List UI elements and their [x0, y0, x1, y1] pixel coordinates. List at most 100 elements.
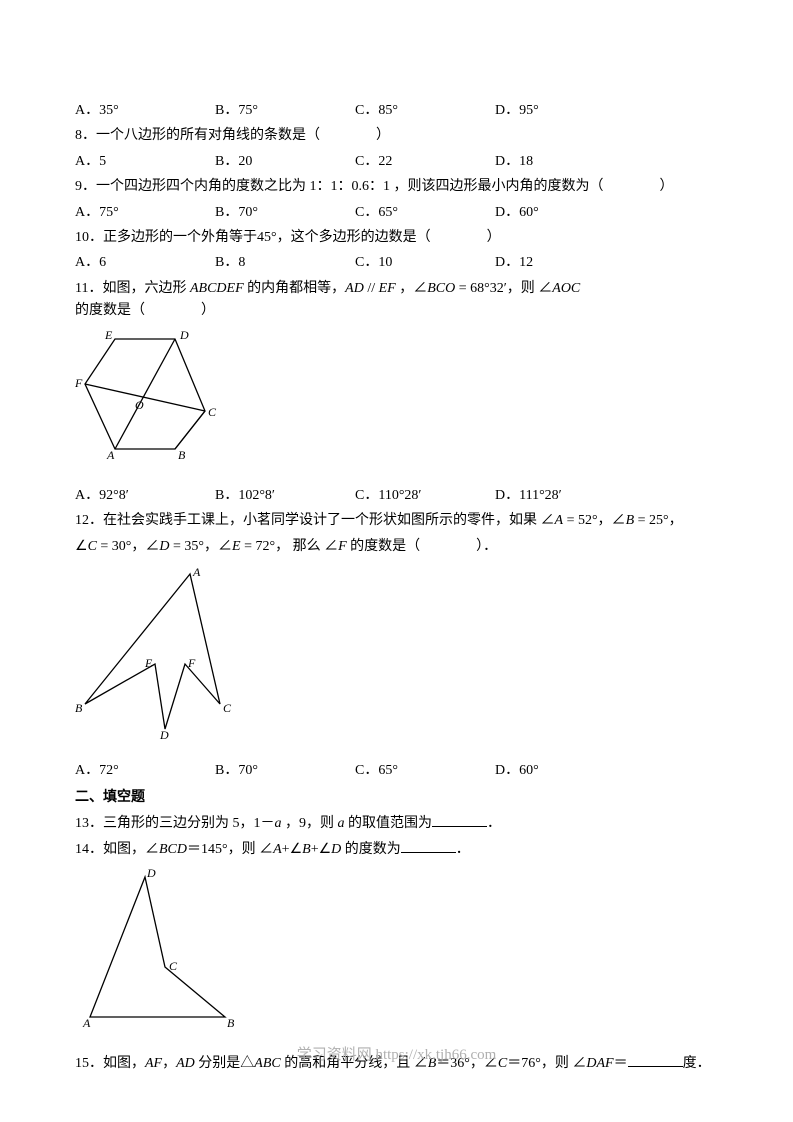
- q12-f: F: [338, 539, 347, 554]
- q13-post: 的取值范围为: [345, 816, 433, 831]
- q8-option-a: A．5: [75, 151, 215, 173]
- svg-text:D: D: [146, 867, 156, 880]
- q9-option-c: C．65°: [355, 202, 495, 224]
- q11-bco: BCO: [427, 281, 455, 296]
- q12-eval: = 72°， 那么 ∠: [241, 539, 339, 554]
- svg-text:E: E: [104, 329, 113, 342]
- q8-options: A．5 B．20 C．22 D．18: [75, 151, 718, 173]
- q11-option-b: B．102°8′: [215, 485, 355, 507]
- q12-option-c: C．65°: [355, 760, 495, 782]
- q13-text: 13．三角形的三边分别为 5，1－a ，9，则 a 的取值范围为．: [75, 813, 718, 835]
- q8-option-c: C．22: [355, 151, 495, 173]
- svg-text:E: E: [144, 656, 153, 670]
- q11-ef: EF: [379, 281, 396, 296]
- q10-option-c: C．10: [355, 252, 495, 274]
- q14-end: ．: [456, 842, 470, 857]
- q10-options: A．6 B．8 C．10 D．12: [75, 252, 718, 274]
- quadrilateral-figure: D C A B: [75, 867, 245, 1039]
- svg-text:F: F: [75, 376, 83, 390]
- svg-text:B: B: [178, 448, 186, 462]
- svg-text:D: D: [159, 728, 169, 742]
- q14-bcd: BCD: [159, 842, 187, 857]
- q12-d: D: [159, 539, 169, 554]
- q10-text: 10．正多边形的一个外角等于45°，这个多边形的边数是（ ）: [75, 227, 718, 249]
- section-2-header: 二、填空题: [75, 787, 718, 809]
- q13-blank: [432, 813, 487, 827]
- q14-mid: ＝145°，则 ∠: [187, 842, 273, 857]
- q7-option-d: D．95°: [495, 100, 635, 122]
- q14-text: 14．如图，∠BCD＝145°，则 ∠A+∠B+∠D 的度数为．: [75, 839, 718, 861]
- q12-option-d: D．60°: [495, 760, 635, 782]
- q14-p1: +∠: [282, 842, 302, 857]
- svg-text:O: O: [135, 398, 144, 412]
- q10-option-b: B．8: [215, 252, 355, 274]
- q9-text: 9．一个四边形四个内角的度数之比为 1：1：0.6：1 ，则该四边形最小内角的度…: [75, 176, 718, 198]
- star-polygon-figure: ABCDEF: [75, 564, 240, 746]
- q11-mid2: ，∠: [396, 281, 428, 296]
- svg-text:C: C: [208, 405, 217, 419]
- q11-parallel: //: [364, 281, 379, 296]
- q12-a: A: [555, 513, 564, 528]
- svg-text:C: C: [169, 959, 178, 973]
- q14-figure: D C A B: [75, 867, 718, 1047]
- q7-option-a: A．35°: [75, 100, 215, 122]
- q8-option-b: B．20: [215, 151, 355, 173]
- q7-options: A．35° B．75° C．85° D．95°: [75, 100, 718, 122]
- q7-option-c: C．85°: [355, 100, 495, 122]
- q7-option-b: B．75°: [215, 100, 355, 122]
- q12-cval: = 30°，∠: [97, 539, 160, 554]
- q12-line2: ∠C = 30°，∠D = 35°，∠E = 72°， 那么 ∠F 的度数是（ …: [75, 536, 718, 558]
- q10-option-a: A．6: [75, 252, 215, 274]
- q12-b: B: [626, 513, 635, 528]
- q11-aoc: AOC: [552, 281, 580, 296]
- q14-d: D: [331, 842, 341, 857]
- q13-a2: a: [338, 816, 345, 831]
- q11-option-c: C．110°28′: [355, 485, 495, 507]
- q13-a: a: [275, 816, 282, 831]
- q11-figure: E D F C A B O: [75, 329, 718, 479]
- q12-aval: = 52°，∠: [563, 513, 626, 528]
- q8-text: 8．一个八边形的所有对角线的条数是（ ）: [75, 125, 718, 147]
- svg-text:A: A: [106, 448, 115, 462]
- q10-option-d: D．12: [495, 252, 635, 274]
- q14-pre: 14．如图，∠: [75, 842, 159, 857]
- q14-a: A: [273, 842, 282, 857]
- svg-text:A: A: [82, 1016, 91, 1030]
- q12-l1-pre: 12．在社会实践手工课上，小茗同学设计了一个形状如图所示的零件，如果 ∠: [75, 513, 555, 528]
- q12-l2-pre: ∠: [75, 539, 88, 554]
- svg-text:B: B: [227, 1016, 235, 1030]
- q9-option-b: B．70°: [215, 202, 355, 224]
- q12-option-a: A．72°: [75, 760, 215, 782]
- q14-p2: +∠: [311, 842, 331, 857]
- q8-option-d: D．18: [495, 151, 635, 173]
- q11-option-d: D．111°28′: [495, 485, 635, 507]
- q11-text: 11．如图，六边形 ABCDEF 的内角都相等，AD // EF ，∠BCO =…: [75, 278, 718, 323]
- svg-text:F: F: [187, 656, 196, 670]
- svg-text:B: B: [75, 701, 83, 715]
- q13-pre: 13．三角形的三边分别为 5，1－: [75, 816, 275, 831]
- q11-option-a: A．92°8′: [75, 485, 215, 507]
- q14-blank: [401, 839, 456, 853]
- q9-option-d: D．60°: [495, 202, 635, 224]
- q13-end: ．: [487, 816, 501, 831]
- q11-mid3: = 68°32′，则 ∠: [455, 281, 552, 296]
- q13-mid: ，9，则: [282, 816, 338, 831]
- q12-dval: = 35°，∠: [170, 539, 233, 554]
- q11-post: 的度数是（ ）: [75, 303, 215, 318]
- svg-text:C: C: [223, 701, 232, 715]
- q11-ad: AD: [345, 281, 364, 296]
- q12-figure: ABCDEF: [75, 564, 718, 754]
- q9-option-a: A．75°: [75, 202, 215, 224]
- q11-options: A．92°8′ B．102°8′ C．110°28′ D．111°28′: [75, 485, 718, 507]
- q12-e: E: [232, 539, 241, 554]
- q9-options: A．75° B．70° C．65° D．60°: [75, 202, 718, 224]
- q12-line1: 12．在社会实践手工课上，小茗同学设计了一个形状如图所示的零件，如果 ∠A = …: [75, 510, 718, 532]
- q12-l2-post: 的度数是（ ）．: [347, 539, 498, 554]
- q11-pre: 11．如图，六边形: [75, 281, 190, 296]
- q12-options: A．72° B．70° C．65° D．60°: [75, 760, 718, 782]
- q12-c: C: [88, 539, 97, 554]
- q12-option-b: B．70°: [215, 760, 355, 782]
- svg-text:D: D: [179, 329, 189, 342]
- q14-post: 的度数为: [341, 842, 401, 857]
- q11-hex: ABCDEF: [190, 281, 244, 296]
